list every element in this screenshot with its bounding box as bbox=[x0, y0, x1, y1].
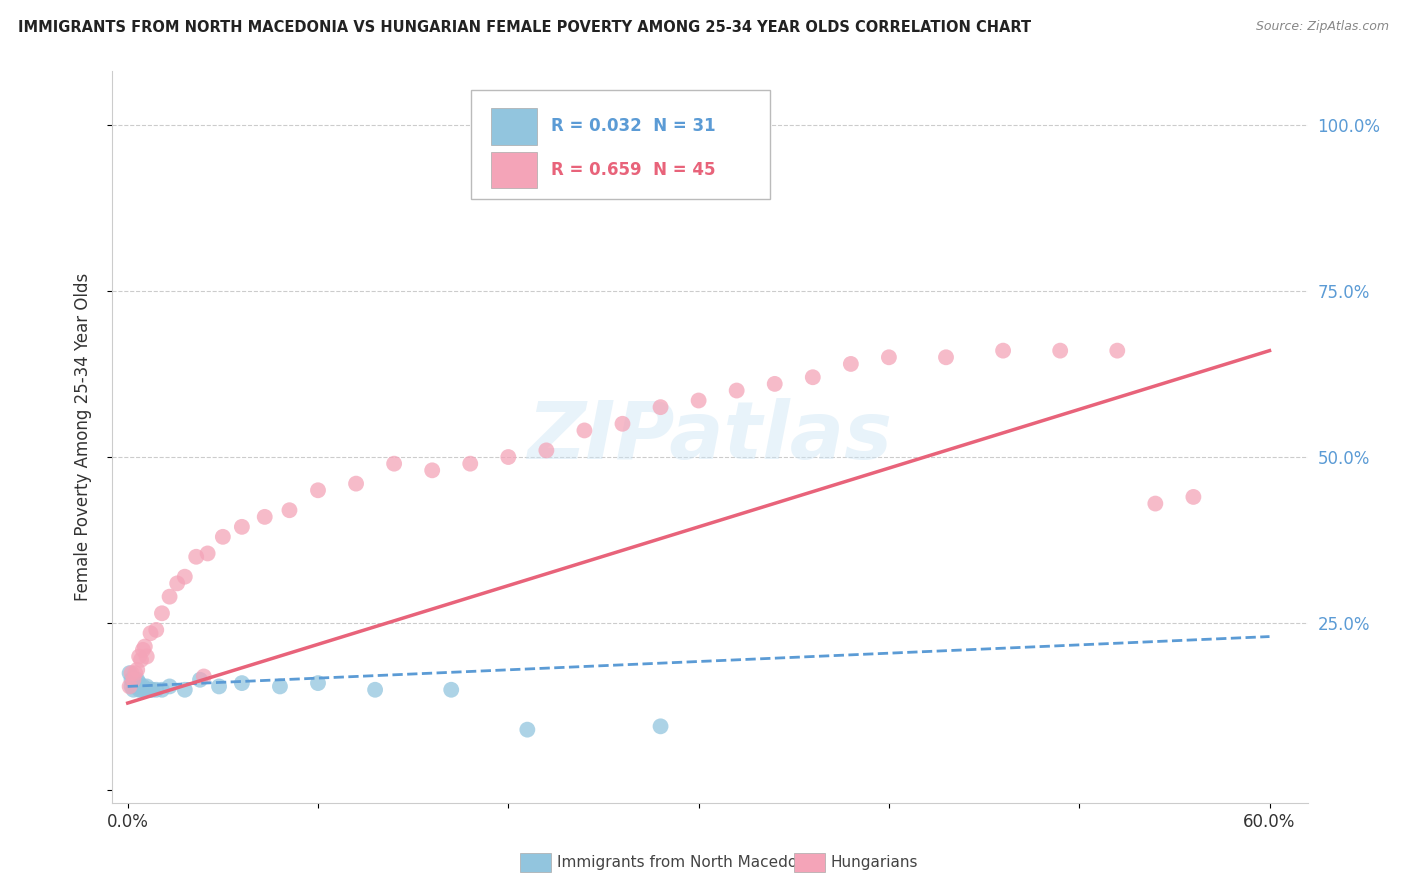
Point bbox=[132, 680, 155, 694]
Point bbox=[139, 682, 162, 697]
Point bbox=[150, 607, 173, 621]
Y-axis label: Female Poverty Among 25-34 Year Olds: Female Poverty Among 25-34 Year Olds bbox=[73, 273, 91, 601]
Point bbox=[1107, 343, 1129, 358]
Point bbox=[145, 623, 167, 637]
Point bbox=[991, 343, 1014, 358]
Point bbox=[128, 676, 150, 690]
Point bbox=[139, 626, 162, 640]
Point bbox=[173, 682, 195, 697]
Point bbox=[536, 443, 558, 458]
Point bbox=[382, 457, 405, 471]
Point bbox=[121, 666, 143, 681]
Point bbox=[253, 509, 276, 524]
Text: R = 0.659  N = 45: R = 0.659 N = 45 bbox=[551, 161, 716, 179]
Point bbox=[129, 682, 152, 697]
Point bbox=[612, 417, 634, 431]
Point bbox=[440, 682, 463, 697]
Point bbox=[118, 666, 141, 681]
Point bbox=[839, 357, 862, 371]
Text: R = 0.032  N = 31: R = 0.032 N = 31 bbox=[551, 117, 716, 136]
Point bbox=[134, 682, 156, 697]
FancyBboxPatch shape bbox=[491, 152, 537, 188]
Point bbox=[159, 680, 181, 694]
Point bbox=[877, 351, 900, 365]
Point bbox=[197, 546, 219, 560]
Point bbox=[364, 682, 387, 697]
Point bbox=[127, 680, 149, 694]
Point bbox=[231, 520, 253, 534]
Point bbox=[141, 682, 163, 697]
Point bbox=[135, 649, 157, 664]
FancyBboxPatch shape bbox=[491, 108, 537, 145]
Point bbox=[122, 673, 145, 687]
Point bbox=[688, 393, 710, 408]
Point bbox=[145, 682, 167, 697]
Point bbox=[1049, 343, 1071, 358]
Point bbox=[121, 680, 143, 694]
Text: Immigrants from North Macedonia: Immigrants from North Macedonia bbox=[557, 855, 820, 870]
Point bbox=[278, 503, 301, 517]
Point bbox=[134, 640, 156, 654]
Point bbox=[516, 723, 538, 737]
Point bbox=[212, 530, 235, 544]
Point bbox=[420, 463, 443, 477]
Point bbox=[498, 450, 520, 464]
Point bbox=[574, 424, 596, 438]
Point bbox=[138, 682, 160, 697]
Point bbox=[186, 549, 208, 564]
Point bbox=[801, 370, 824, 384]
Point bbox=[231, 676, 253, 690]
Point bbox=[129, 653, 152, 667]
Text: Hungarians: Hungarians bbox=[831, 855, 918, 870]
Point bbox=[132, 643, 155, 657]
Point bbox=[124, 676, 146, 690]
Point bbox=[127, 663, 149, 677]
Point bbox=[193, 669, 215, 683]
Point bbox=[122, 676, 145, 690]
Point bbox=[208, 680, 231, 694]
Point bbox=[135, 680, 157, 694]
Point bbox=[307, 483, 329, 498]
Text: IMMIGRANTS FROM NORTH MACEDONIA VS HUNGARIAN FEMALE POVERTY AMONG 25-34 YEAR OLD: IMMIGRANTS FROM NORTH MACEDONIA VS HUNGA… bbox=[18, 20, 1032, 35]
Point bbox=[935, 351, 957, 365]
Point bbox=[128, 682, 150, 697]
Point bbox=[122, 682, 145, 697]
Point bbox=[344, 476, 367, 491]
Point bbox=[121, 673, 143, 687]
Point bbox=[458, 457, 481, 471]
Point bbox=[150, 682, 173, 697]
Point bbox=[124, 680, 146, 694]
Point bbox=[650, 400, 672, 414]
Point bbox=[763, 376, 786, 391]
Point bbox=[173, 570, 195, 584]
Point bbox=[124, 666, 146, 681]
Text: Source: ZipAtlas.com: Source: ZipAtlas.com bbox=[1256, 20, 1389, 33]
Point bbox=[159, 590, 181, 604]
FancyBboxPatch shape bbox=[471, 90, 770, 200]
Point bbox=[128, 649, 150, 664]
Text: ZIPatlas: ZIPatlas bbox=[527, 398, 893, 476]
Point bbox=[1144, 497, 1167, 511]
Point bbox=[118, 680, 141, 694]
Point bbox=[725, 384, 748, 398]
Point bbox=[650, 719, 672, 733]
Point bbox=[188, 673, 211, 687]
Point bbox=[269, 680, 291, 694]
Point bbox=[166, 576, 188, 591]
Point bbox=[1182, 490, 1205, 504]
Point bbox=[307, 676, 329, 690]
Point bbox=[127, 673, 149, 687]
